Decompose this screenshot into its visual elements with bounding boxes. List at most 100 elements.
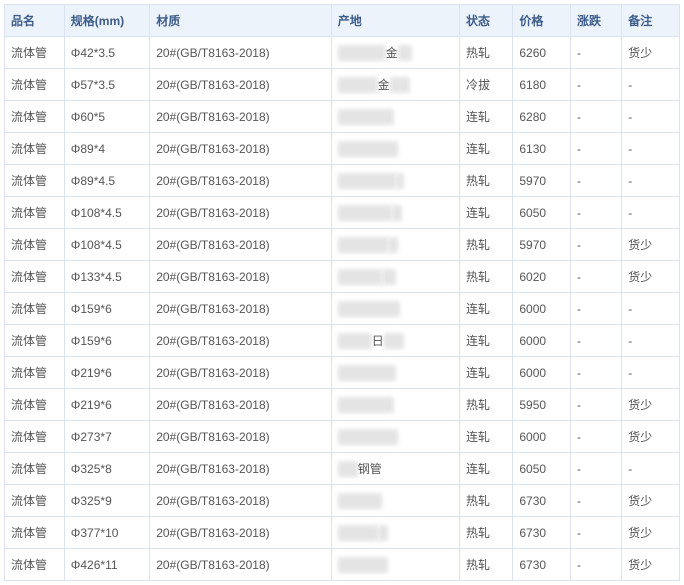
- table-row: 流体管Φ89*4.520#(GB/T8163-2018)热轧5970--: [5, 165, 680, 197]
- cell-origin: [331, 421, 459, 453]
- cell-material: 20#(GB/T8163-2018): [150, 293, 332, 325]
- cell-change: -: [571, 389, 622, 421]
- cell-material: 20#(GB/T8163-2018): [150, 485, 332, 517]
- col-header-spec: 规格(mm): [64, 5, 149, 37]
- cell-name: 流体管: [5, 229, 65, 261]
- table-row: 流体管Φ219*620#(GB/T8163-2018)热轧5950-货少: [5, 389, 680, 421]
- redacted-region: [388, 237, 398, 253]
- cell-price: 5970: [513, 165, 571, 197]
- col-header-material: 材质: [150, 5, 332, 37]
- cell-price: 6730: [513, 485, 571, 517]
- cell-status: 连轧: [459, 421, 512, 453]
- cell-material: 20#(GB/T8163-2018): [150, 517, 332, 549]
- cell-price: 5950: [513, 389, 571, 421]
- cell-name: 流体管: [5, 133, 65, 165]
- col-header-change: 涨跌: [571, 5, 622, 37]
- table-body: 流体管Φ42*3.520#(GB/T8163-2018)金热轧6260-货少流体…: [5, 37, 680, 581]
- redacted-region: [398, 45, 412, 61]
- cell-material: 20#(GB/T8163-2018): [150, 421, 332, 453]
- table-row: 流体管Φ273*720#(GB/T8163-2018)连轧6000-货少: [5, 421, 680, 453]
- cell-status: 连轧: [459, 325, 512, 357]
- cell-spec: Φ426*11: [64, 549, 149, 581]
- cell-spec: Φ60*5: [64, 101, 149, 133]
- redacted-region: [338, 173, 396, 189]
- redacted-region: [338, 429, 398, 445]
- cell-name: 流体管: [5, 101, 65, 133]
- redacted-region: [338, 205, 392, 221]
- cell-material: 20#(GB/T8163-2018): [150, 325, 332, 357]
- cell-name: 流体管: [5, 197, 65, 229]
- cell-note: -: [622, 453, 680, 485]
- origin-partial-text: 金: [378, 78, 390, 92]
- cell-price: 6730: [513, 549, 571, 581]
- cell-name: 流体管: [5, 37, 65, 69]
- cell-name: 流体管: [5, 517, 65, 549]
- cell-spec: Φ325*8: [64, 453, 149, 485]
- cell-material: 20#(GB/T8163-2018): [150, 261, 332, 293]
- cell-name: 流体管: [5, 325, 65, 357]
- cell-change: -: [571, 549, 622, 581]
- cell-spec: Φ89*4: [64, 133, 149, 165]
- cell-name: 流体管: [5, 261, 65, 293]
- cell-price: 5970: [513, 229, 571, 261]
- cell-material: 20#(GB/T8163-2018): [150, 229, 332, 261]
- cell-origin: [331, 133, 459, 165]
- cell-material: 20#(GB/T8163-2018): [150, 37, 332, 69]
- cell-spec: Φ325*9: [64, 485, 149, 517]
- redacted-region: [396, 173, 404, 189]
- cell-name: 流体管: [5, 357, 65, 389]
- cell-status: 热轧: [459, 517, 512, 549]
- cell-origin: [331, 549, 459, 581]
- cell-note: -: [622, 133, 680, 165]
- cell-origin: [331, 485, 459, 517]
- cell-change: -: [571, 485, 622, 517]
- cell-spec: Φ159*6: [64, 325, 149, 357]
- cell-status: 热轧: [459, 229, 512, 261]
- redacted-region: [382, 269, 396, 285]
- cell-note: 货少: [622, 229, 680, 261]
- cell-spec: Φ108*4.5: [64, 197, 149, 229]
- cell-price: 6130: [513, 133, 571, 165]
- cell-origin: [331, 197, 459, 229]
- cell-note: -: [622, 325, 680, 357]
- col-header-origin: 产地: [331, 5, 459, 37]
- cell-material: 20#(GB/T8163-2018): [150, 549, 332, 581]
- cell-material: 20#(GB/T8163-2018): [150, 389, 332, 421]
- cell-change: -: [571, 37, 622, 69]
- cell-origin: 日: [331, 325, 459, 357]
- redacted-region: [338, 77, 378, 93]
- cell-price: 6050: [513, 453, 571, 485]
- table-row: 流体管Φ42*3.520#(GB/T8163-2018)金热轧6260-货少: [5, 37, 680, 69]
- cell-origin: 金: [331, 37, 459, 69]
- cell-note: -: [622, 293, 680, 325]
- cell-name: 流体管: [5, 69, 65, 101]
- cell-note: 货少: [622, 485, 680, 517]
- table-row: 流体管Φ377*1020#(GB/T8163-2018)热轧6730-货少: [5, 517, 680, 549]
- cell-status: 冷拔: [459, 69, 512, 101]
- table-row: 流体管Φ325*920#(GB/T8163-2018)热轧6730-货少: [5, 485, 680, 517]
- cell-price: 6020: [513, 261, 571, 293]
- redacted-region: [378, 525, 388, 541]
- cell-name: 流体管: [5, 453, 65, 485]
- redacted-region: [338, 141, 398, 157]
- table-row: 流体管Φ57*3.520#(GB/T8163-2018)金冷拔6180--: [5, 69, 680, 101]
- cell-change: -: [571, 357, 622, 389]
- cell-change: -: [571, 453, 622, 485]
- origin-partial-text: 日: [372, 334, 384, 348]
- origin-partial-text: 钢管: [358, 462, 382, 476]
- cell-status: 连轧: [459, 101, 512, 133]
- table-row: 流体管Φ325*820#(GB/T8163-2018)钢管连轧6050--: [5, 453, 680, 485]
- redacted-region: [338, 45, 386, 61]
- cell-price: 6000: [513, 421, 571, 453]
- cell-spec: Φ89*4.5: [64, 165, 149, 197]
- cell-name: 流体管: [5, 485, 65, 517]
- cell-status: 热轧: [459, 389, 512, 421]
- redacted-region: [338, 525, 378, 541]
- cell-status: 热轧: [459, 37, 512, 69]
- cell-price: 6730: [513, 517, 571, 549]
- redacted-region: [338, 333, 372, 349]
- cell-price: 6280: [513, 101, 571, 133]
- cell-price: 6000: [513, 293, 571, 325]
- cell-price: 6000: [513, 325, 571, 357]
- cell-note: -: [622, 69, 680, 101]
